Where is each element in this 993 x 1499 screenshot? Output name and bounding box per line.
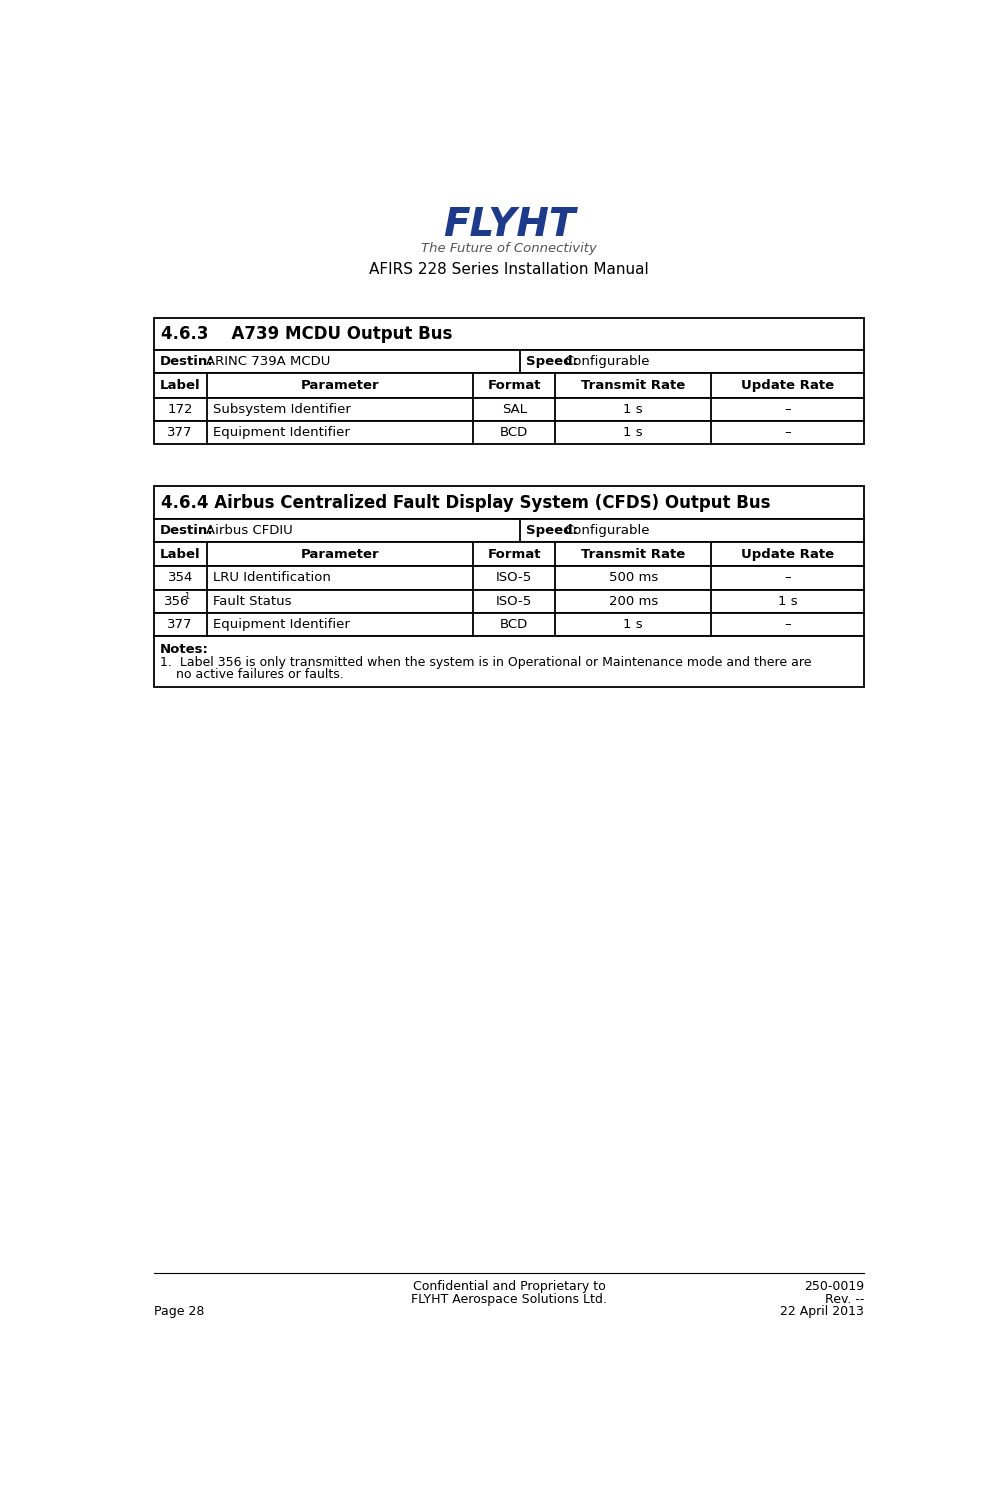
Text: 377: 377 <box>168 426 193 439</box>
Text: The Future of Connectivity: The Future of Connectivity <box>421 241 597 255</box>
Bar <box>154 636 864 687</box>
Text: FLYHT: FLYHT <box>443 207 575 244</box>
Text: Airbus CFDIU: Airbus CFDIU <box>207 523 293 537</box>
Text: Format: Format <box>488 547 541 561</box>
Text: 22 April 2013: 22 April 2013 <box>780 1304 864 1318</box>
Text: 4.6.3    A739 MCDU Output Bus: 4.6.3 A739 MCDU Output Bus <box>161 325 453 343</box>
Text: Equipment Identifier: Equipment Identifier <box>213 426 350 439</box>
Bar <box>154 421 864 444</box>
Bar <box>154 351 864 373</box>
Text: Page 28: Page 28 <box>154 1304 204 1318</box>
Text: Label: Label <box>160 547 201 561</box>
Bar <box>154 519 864 541</box>
Text: –: – <box>784 571 791 585</box>
Text: ARINC 739A MCDU: ARINC 739A MCDU <box>207 355 331 369</box>
Text: 377: 377 <box>168 618 193 631</box>
Text: Destin:: Destin: <box>160 355 213 369</box>
Text: Destin:: Destin: <box>160 523 213 537</box>
Text: Configurable: Configurable <box>565 523 650 537</box>
Text: Update Rate: Update Rate <box>742 547 834 561</box>
Text: AFIRS 228 Series Installation Manual: AFIRS 228 Series Installation Manual <box>369 262 648 277</box>
Text: ISO-5: ISO-5 <box>496 595 532 607</box>
Text: 1.  Label 356 is only transmitted when the system is in Operational or Maintenan: 1. Label 356 is only transmitted when th… <box>160 655 811 669</box>
Text: Transmit Rate: Transmit Rate <box>581 547 685 561</box>
Bar <box>154 373 864 397</box>
Text: 1 s: 1 s <box>624 618 643 631</box>
Text: SAL: SAL <box>501 403 526 415</box>
Text: 4.6.4 Airbus Centralized Fault Display System (CFDS) Output Bus: 4.6.4 Airbus Centralized Fault Display S… <box>161 493 771 511</box>
Bar <box>154 589 864 613</box>
Text: Label: Label <box>160 379 201 391</box>
Text: 250-0019: 250-0019 <box>804 1280 864 1294</box>
Text: 354: 354 <box>168 571 193 585</box>
Bar <box>154 613 864 636</box>
Bar <box>154 318 864 351</box>
Text: FLYHT Aerospace Solutions Ltd.: FLYHT Aerospace Solutions Ltd. <box>411 1292 607 1306</box>
Text: 1 s: 1 s <box>624 426 643 439</box>
Text: Transmit Rate: Transmit Rate <box>581 379 685 391</box>
Text: Speed:: Speed: <box>525 523 578 537</box>
Text: 500 ms: 500 ms <box>609 571 658 585</box>
Text: Configurable: Configurable <box>565 355 650 369</box>
Text: Speed:: Speed: <box>525 355 578 369</box>
Text: Parameter: Parameter <box>301 379 379 391</box>
Text: 1: 1 <box>184 592 189 601</box>
Text: –: – <box>784 403 791 415</box>
Text: Confidential and Proprietary to: Confidential and Proprietary to <box>412 1280 606 1294</box>
Text: 1 s: 1 s <box>779 595 797 607</box>
Text: Update Rate: Update Rate <box>742 379 834 391</box>
Text: 1 s: 1 s <box>624 403 643 415</box>
Text: no active failures or faults.: no active failures or faults. <box>160 669 344 681</box>
Text: 200 ms: 200 ms <box>609 595 658 607</box>
Bar <box>154 567 864 589</box>
Text: Format: Format <box>488 379 541 391</box>
Text: –: – <box>784 426 791 439</box>
Text: 172: 172 <box>168 403 193 415</box>
Text: Subsystem Identifier: Subsystem Identifier <box>213 403 351 415</box>
Text: Fault Status: Fault Status <box>213 595 292 607</box>
Bar <box>154 541 864 567</box>
Text: –: – <box>784 618 791 631</box>
Text: BCD: BCD <box>500 618 528 631</box>
Text: 356: 356 <box>165 595 190 607</box>
Text: Rev. --: Rev. -- <box>825 1292 864 1306</box>
Text: Parameter: Parameter <box>301 547 379 561</box>
Text: Equipment Identifier: Equipment Identifier <box>213 618 350 631</box>
Text: ISO-5: ISO-5 <box>496 571 532 585</box>
Text: Notes:: Notes: <box>160 643 209 657</box>
Bar <box>154 486 864 519</box>
Text: BCD: BCD <box>500 426 528 439</box>
Text: LRU Identification: LRU Identification <box>213 571 331 585</box>
Bar <box>154 397 864 421</box>
